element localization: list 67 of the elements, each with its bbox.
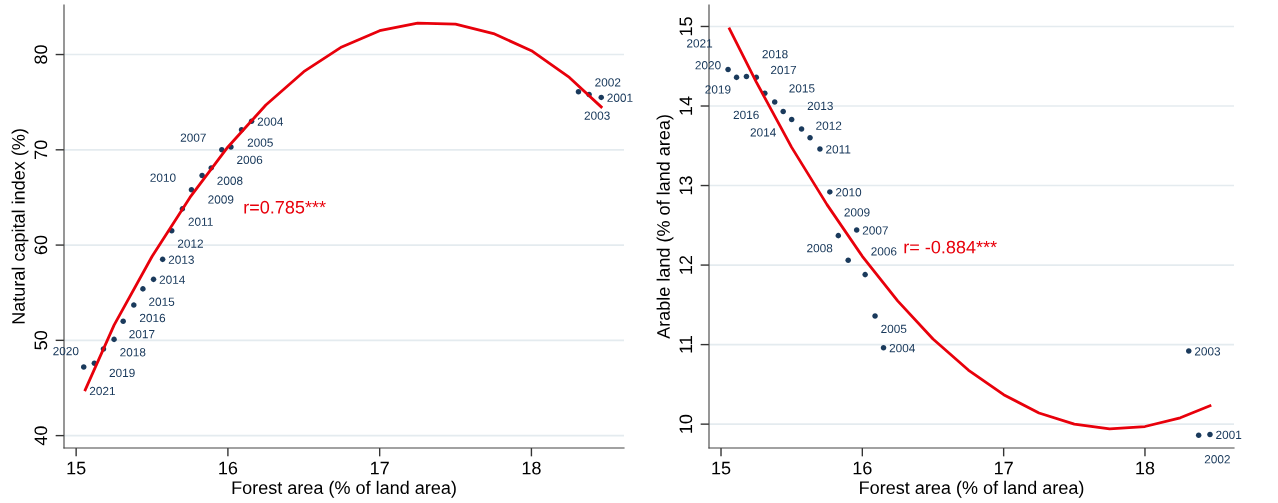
x-tick-label: 15: [67, 461, 86, 475]
annotation: 2002: [595, 78, 621, 87]
annotation: 2013: [807, 101, 833, 111]
x-tick-label: 18: [1136, 461, 1155, 475]
annotation: 2014: [750, 128, 776, 137]
y-tick-label: 12: [679, 255, 693, 274]
y-tick-label: 60: [34, 235, 48, 255]
annotation: 2006: [871, 247, 897, 256]
annotation: 2011: [826, 145, 851, 154]
annotation: 2005: [247, 138, 273, 147]
y-tick-label: 70: [34, 140, 48, 159]
annotation: 2007: [180, 133, 206, 142]
y-tick-label: 10: [679, 414, 693, 433]
annotation: 2021: [89, 386, 115, 396]
annotation: 2021: [687, 39, 713, 48]
annotation: 2009: [844, 208, 870, 217]
x-tick-label: 18: [522, 461, 541, 475]
annotation: 2014: [159, 275, 186, 284]
annotation: 2010: [835, 188, 862, 197]
annotation: 2015: [789, 84, 815, 93]
x-tick-label: 16: [219, 461, 238, 475]
annotation: 2004: [257, 117, 284, 126]
annotation: 2004: [889, 343, 915, 353]
annotation: 2017: [129, 329, 155, 339]
annotation: 2001: [1216, 430, 1242, 440]
annotation: 2019: [705, 85, 731, 94]
annotation: 2003: [1194, 347, 1221, 356]
y-axis-title: Arable land (% of land area): [656, 115, 674, 339]
annotation: 2001: [607, 93, 633, 102]
annotation: 2012: [177, 239, 203, 248]
annotation: 2017: [770, 65, 797, 75]
annotation: 2019: [109, 368, 135, 378]
annotation: 2003: [584, 111, 610, 120]
annotation: 2009: [208, 195, 234, 204]
x-tick-label: 15: [712, 461, 731, 475]
y-tick-label: 80: [34, 45, 48, 64]
y-axis-title: Natural capital index (%): [11, 129, 29, 324]
y-tick-label: 11: [679, 336, 693, 353]
x-tick-label: 17: [994, 461, 1013, 475]
y-tick-label: 15: [679, 17, 693, 36]
annotation: 2005: [881, 324, 907, 334]
annotation: 2006: [237, 155, 263, 165]
annotation: 2012: [816, 121, 842, 130]
annotation: 2013: [168, 255, 194, 264]
x-tick-label: 17: [371, 461, 389, 475]
annotation: 2007: [862, 226, 888, 235]
annotation: 2016: [139, 313, 166, 323]
x-axis-title: Forest area (% of land area): [232, 480, 456, 498]
annotation: 2011: [188, 217, 213, 226]
x-tick-label: 16: [853, 461, 872, 475]
x-axis-title: Forest area (% of land area): [860, 480, 1084, 498]
y-tick-label: 13: [679, 176, 693, 195]
annotation: 2020: [53, 346, 79, 356]
annotation: 2018: [120, 348, 146, 357]
annotation: 2010: [150, 173, 176, 182]
annotation: 2008: [807, 244, 833, 253]
annotation: r= -0.884***: [904, 240, 997, 254]
y-tick-label: 40: [34, 426, 48, 446]
annotation: 2016: [733, 110, 759, 120]
annotation: 2008: [217, 176, 243, 185]
annotation: 2002: [1204, 455, 1230, 464]
annotation: 2020: [695, 61, 721, 70]
annotation: 2015: [149, 297, 175, 306]
y-tick-label: 14: [679, 96, 693, 115]
annotation: r=0.785***: [244, 200, 326, 214]
annotation: 2018: [762, 49, 788, 59]
y-tick-label: 50: [34, 331, 48, 350]
